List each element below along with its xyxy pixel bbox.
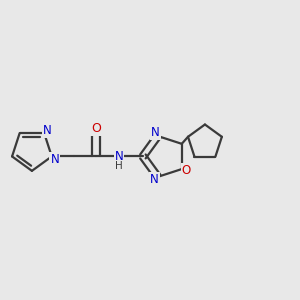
Text: H: H [115,160,123,171]
Text: O: O [182,164,191,177]
Text: N: N [115,150,123,163]
Text: N: N [150,173,159,186]
Text: N: N [43,124,52,136]
Text: O: O [91,122,101,135]
Text: N: N [50,153,59,166]
Text: N: N [151,126,160,139]
